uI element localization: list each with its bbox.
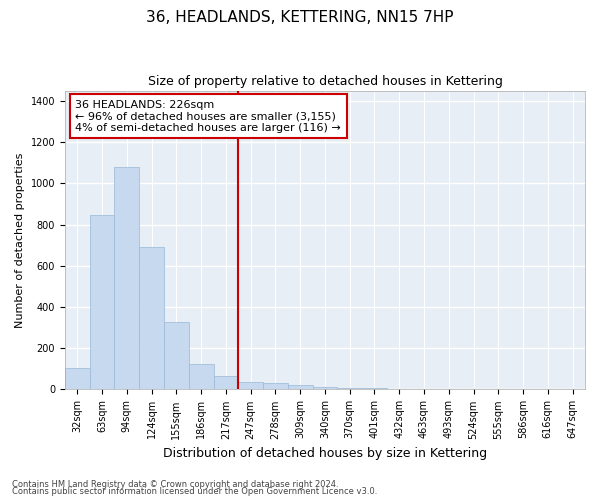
Bar bbox=[164, 322, 189, 390]
Bar bbox=[115, 167, 139, 390]
Bar bbox=[65, 368, 89, 390]
Bar bbox=[313, 388, 337, 390]
Bar bbox=[288, 386, 313, 390]
Text: Contains HM Land Registry data © Crown copyright and database right 2024.: Contains HM Land Registry data © Crown c… bbox=[12, 480, 338, 489]
Bar bbox=[139, 247, 164, 390]
Text: 36 HEADLANDS: 226sqm
← 96% of detached houses are smaller (3,155)
4% of semi-det: 36 HEADLANDS: 226sqm ← 96% of detached h… bbox=[76, 100, 341, 132]
Bar bbox=[214, 376, 238, 390]
Y-axis label: Number of detached properties: Number of detached properties bbox=[15, 152, 25, 328]
Bar bbox=[337, 388, 362, 390]
Text: Contains public sector information licensed under the Open Government Licence v3: Contains public sector information licen… bbox=[12, 487, 377, 496]
Text: 36, HEADLANDS, KETTERING, NN15 7HP: 36, HEADLANDS, KETTERING, NN15 7HP bbox=[146, 10, 454, 25]
Bar bbox=[362, 388, 387, 390]
Bar bbox=[89, 216, 115, 390]
Title: Size of property relative to detached houses in Kettering: Size of property relative to detached ho… bbox=[148, 75, 502, 88]
Bar bbox=[189, 364, 214, 390]
Bar bbox=[263, 384, 288, 390]
X-axis label: Distribution of detached houses by size in Kettering: Distribution of detached houses by size … bbox=[163, 447, 487, 460]
Bar bbox=[238, 382, 263, 390]
